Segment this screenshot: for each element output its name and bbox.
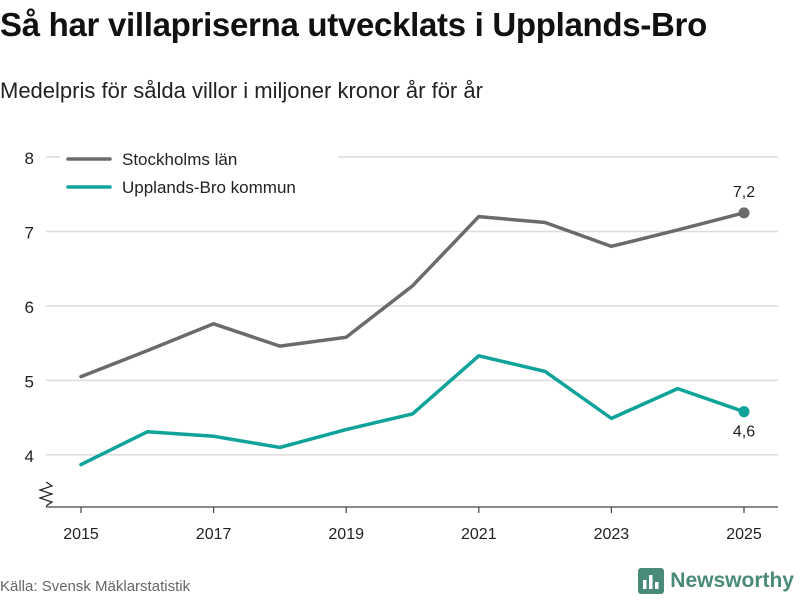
legend-label-0: Stockholms län bbox=[122, 150, 237, 169]
y-tick-label: 6 bbox=[25, 298, 34, 317]
x-tick-label: 2015 bbox=[63, 526, 99, 543]
x-tick-label: 2023 bbox=[594, 526, 630, 543]
brand-name: Newsworthy bbox=[670, 569, 794, 592]
chart-subtitle: Medelpris för sålda villor i miljoner kr… bbox=[0, 78, 483, 103]
y-tick-label: 5 bbox=[25, 372, 34, 391]
y-tick-label: 8 bbox=[25, 149, 34, 168]
chart-title: Så har villapriserna utvecklats i Upplan… bbox=[0, 6, 707, 43]
brand-logo: Newsworthy bbox=[638, 568, 794, 594]
series-line-1 bbox=[79, 354, 746, 467]
series-line-0 bbox=[79, 211, 746, 379]
legend-box bbox=[60, 144, 338, 206]
series-end-point-0 bbox=[738, 207, 750, 219]
x-tick-label: 2025 bbox=[726, 526, 762, 543]
x-tick-label: 2017 bbox=[196, 526, 232, 543]
legend-label-1: Upplands-Bro kommun bbox=[122, 178, 296, 197]
x-tick-label: 2019 bbox=[328, 526, 364, 543]
axis-break-icon bbox=[38, 481, 54, 507]
series-end-label-0: 7,2 bbox=[733, 184, 755, 201]
source-note: Källa: Svensk Mäklarstatistik bbox=[0, 578, 191, 595]
y-tick-label: 7 bbox=[25, 223, 34, 242]
series-end-label-1: 4,6 bbox=[733, 424, 755, 441]
bar-chart-icon bbox=[638, 568, 665, 594]
x-tick-label: 2021 bbox=[461, 526, 497, 543]
y-tick-label: 4 bbox=[25, 447, 34, 466]
series-end-point-1 bbox=[738, 406, 750, 418]
